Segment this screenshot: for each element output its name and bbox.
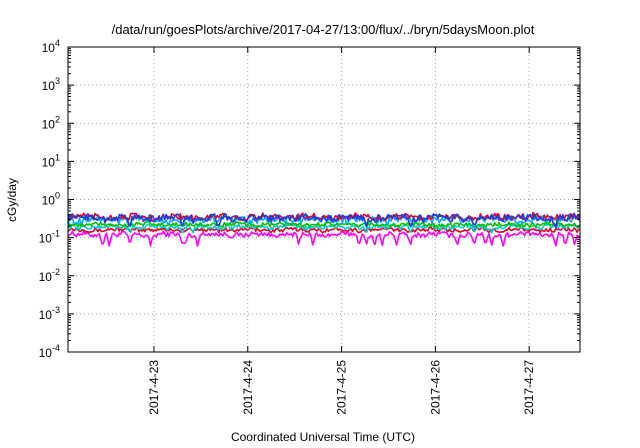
y-tick-label: 100 [42, 191, 60, 208]
series-layer [67, 211, 581, 247]
series-line-4 [67, 221, 581, 229]
y-tick-label: 101 [42, 152, 60, 169]
y-axis-label: cGy/day [5, 178, 19, 222]
y-tick-label: 10-4 [39, 343, 60, 360]
x-tick-label: 2017-4-25 [335, 360, 349, 415]
series-line-1 [67, 230, 581, 247]
y-tick-label: 102 [42, 114, 60, 131]
chart-title: /data/run/goesPlots/archive/2017-04-27/1… [112, 22, 535, 37]
series-line-3 [67, 222, 581, 234]
y-tick-label: 10-2 [39, 267, 60, 284]
x-tick-label: 2017-4-27 [522, 360, 536, 415]
y-tick-label: 104 [42, 38, 60, 55]
y-tick-label: 103 [42, 76, 60, 93]
y-tick-label: 10-3 [39, 305, 60, 322]
y-axis: 10-4 10-3 10-2 10-1 100 101 102 103 104 [39, 38, 580, 360]
x-tick-label: 2017-4-23 [147, 360, 161, 415]
y-tick-label: 10-1 [39, 229, 60, 246]
x-tick-label: 2017-4-24 [241, 360, 255, 415]
x-tick-label: 2017-4-26 [428, 360, 442, 415]
x-axis-label: Coordinated Universal Time (UTC) [231, 430, 415, 444]
grid [68, 47, 580, 352]
series-line-6 [67, 211, 581, 222]
series-line-7 [67, 212, 581, 229]
x-axis: 2017-4-23 2017-4-24 2017-4-25 2017-4-26 2017… [147, 47, 536, 415]
